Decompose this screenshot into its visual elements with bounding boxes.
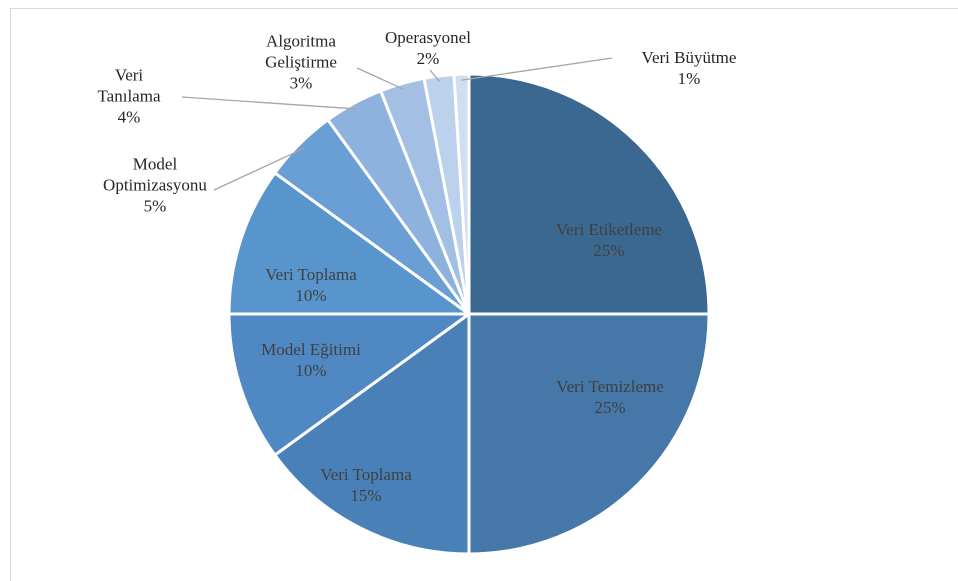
slice-label: Veri Toplama 15% [266,464,466,506]
category-label: Algoritma Geliştirme [265,31,337,72]
percent-label: 4% [117,107,141,127]
slice-label: Model Eğitimi 10% [211,339,411,381]
percent-label: 25% [593,241,625,260]
category-label: Model Optimizasyonu [103,154,207,195]
category-label: Veri Etiketleme [555,220,663,239]
percent-label: 3% [289,73,313,93]
pie-slice [467,312,711,556]
slice-label: Veri Büyütme 1% [589,47,789,89]
category-label: Operasyonel [385,28,471,47]
slice-label: Veri Tanılama 4% [89,65,169,128]
leader-line [356,67,404,90]
percent-label: 5% [143,196,167,216]
slice-label: Operasyonel 2% [368,27,488,69]
pie-slice [227,170,474,316]
slice-label: Algoritma Geliştirme 3% [246,31,356,94]
percent-label: 1% [677,69,701,88]
pie-slice [272,311,471,556]
category-label: Veri Toplama [320,465,412,484]
leader-line [181,96,357,110]
category-label: Veri Büyütme [641,48,737,67]
slice-label: Model Optimizasyonu 5% [85,154,225,217]
pie-slice [452,72,471,315]
percent-label: 10% [295,361,327,380]
leader-line [213,147,304,191]
pie-slice [467,72,711,316]
slice-label: Veri Toplama 10% [211,264,411,306]
percent-label: 10% [295,286,327,305]
category-label: Model Eğitimi [261,340,361,359]
slice-label: Veri Etiketleme 25% [509,219,709,261]
percent-label: 15% [350,486,382,505]
pie-slice [227,312,474,458]
chart-border [10,8,958,581]
slice-label: Veri Temizleme 25% [510,376,710,418]
leader-line [461,57,613,81]
leader-line [429,69,441,83]
category-label: Veri Tanılama [97,65,161,106]
category-label: Veri Temizleme [556,377,664,396]
percent-label: 25% [594,398,626,417]
percent-label: 2% [416,49,440,68]
category-label: Veri Toplama [265,265,357,284]
